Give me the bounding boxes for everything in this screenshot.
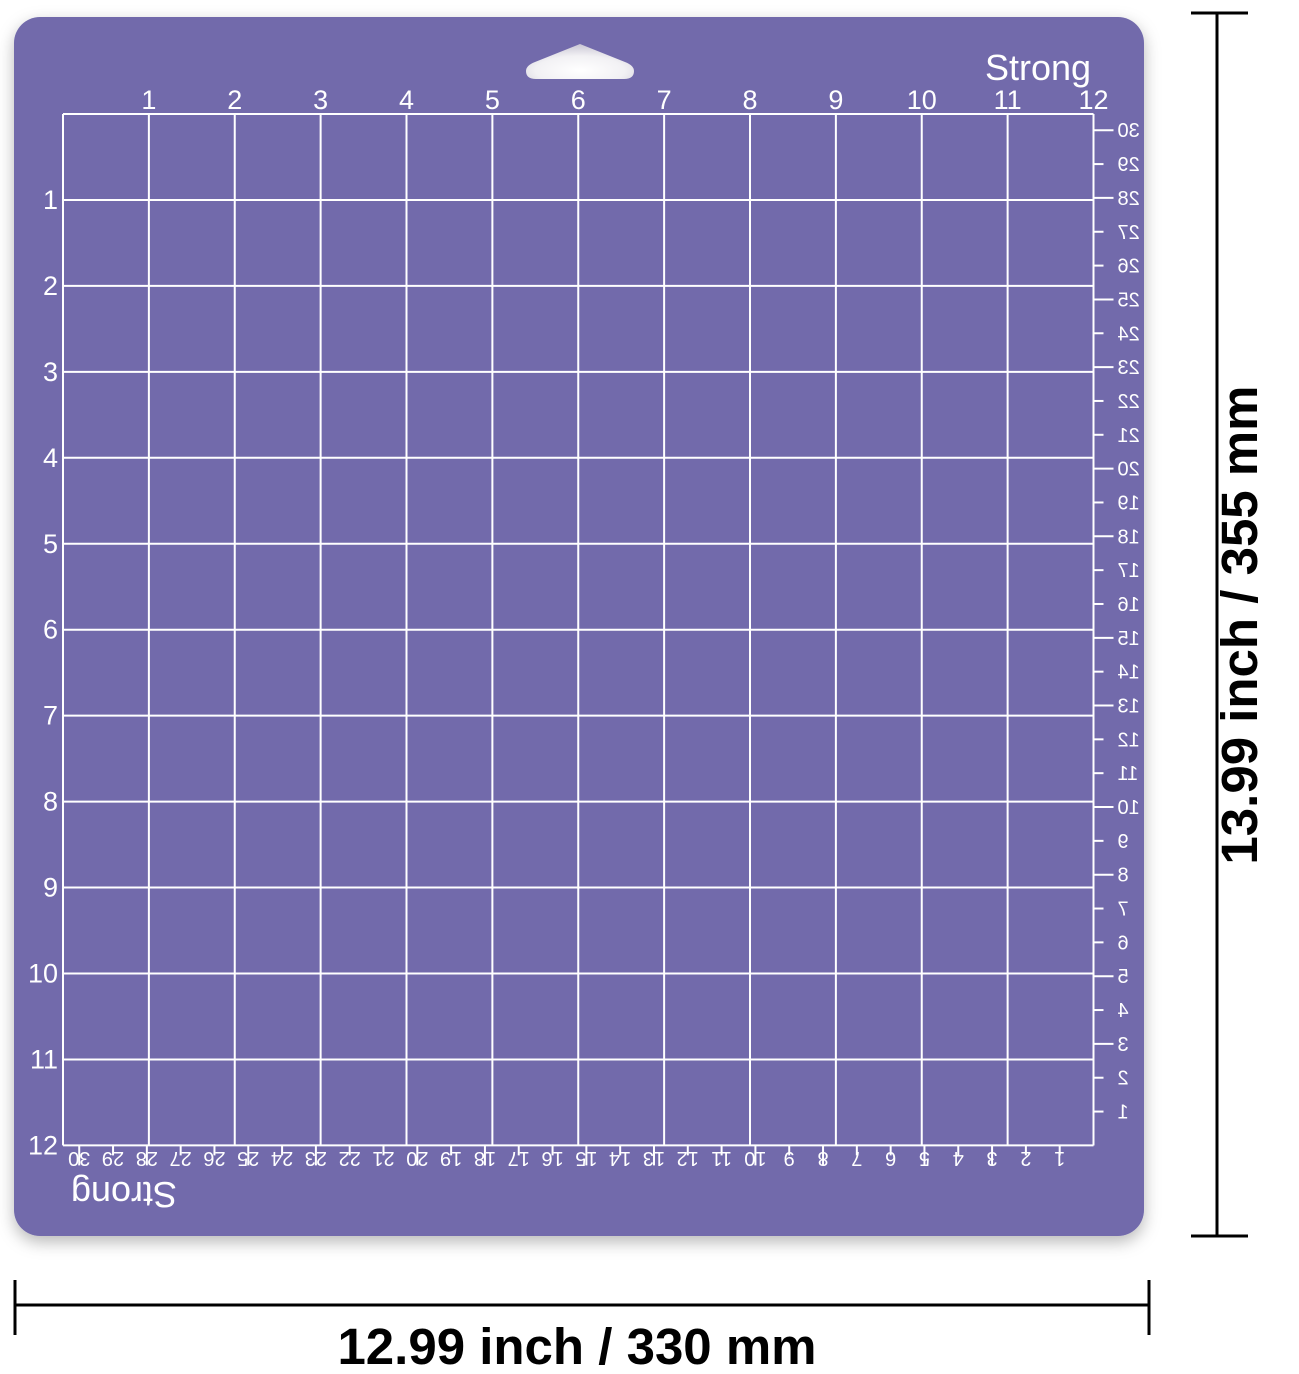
svg-text:11: 11: [1118, 763, 1139, 785]
svg-text:26: 26: [1118, 256, 1140, 278]
svg-text:11: 11: [994, 85, 1022, 115]
svg-text:8: 8: [43, 787, 58, 817]
svg-text:1: 1: [43, 185, 58, 215]
svg-text:9: 9: [828, 85, 843, 115]
svg-text:12: 12: [677, 1147, 699, 1169]
svg-text:1: 1: [1054, 1147, 1065, 1169]
svg-text:Strong: Strong: [71, 1174, 177, 1215]
svg-text:3: 3: [313, 85, 328, 115]
svg-text:6: 6: [885, 1147, 896, 1169]
svg-text:17: 17: [1118, 560, 1140, 582]
svg-text:7: 7: [1118, 899, 1129, 921]
svg-text:15: 15: [575, 1147, 597, 1169]
svg-text:5: 5: [485, 85, 500, 115]
svg-text:13: 13: [643, 1147, 665, 1169]
svg-text:7: 7: [657, 85, 672, 115]
svg-text:15: 15: [1118, 628, 1140, 650]
svg-text:16: 16: [541, 1147, 563, 1169]
svg-text:12: 12: [28, 1130, 58, 1160]
svg-text:5: 5: [919, 1147, 930, 1169]
svg-text:22: 22: [1118, 391, 1140, 413]
svg-text:23: 23: [1118, 357, 1140, 379]
svg-text:4: 4: [953, 1147, 964, 1169]
svg-text:22: 22: [339, 1147, 361, 1169]
svg-text:13.99 inch / 355 mm: 13.99 inch / 355 mm: [1211, 385, 1268, 864]
svg-text:6: 6: [571, 85, 586, 115]
svg-text:23: 23: [305, 1147, 327, 1169]
svg-text:3: 3: [43, 357, 58, 387]
svg-text:6: 6: [43, 615, 58, 645]
svg-text:18: 18: [1118, 526, 1140, 548]
svg-text:21: 21: [372, 1147, 394, 1169]
svg-text:3: 3: [987, 1147, 998, 1169]
svg-text:16: 16: [1118, 594, 1140, 616]
svg-text:13: 13: [1118, 696, 1140, 718]
svg-text:4: 4: [1118, 1000, 1129, 1022]
svg-text:11: 11: [711, 1147, 732, 1169]
svg-text:21: 21: [1118, 425, 1140, 447]
svg-text:19: 19: [440, 1147, 462, 1169]
svg-text:24: 24: [1118, 323, 1140, 345]
svg-text:9: 9: [1118, 831, 1129, 853]
svg-text:26: 26: [203, 1147, 225, 1169]
svg-text:30: 30: [1118, 120, 1140, 142]
svg-text:2: 2: [1118, 1068, 1129, 1090]
svg-text:11: 11: [30, 1044, 58, 1074]
svg-text:27: 27: [170, 1147, 192, 1169]
svg-text:27: 27: [1118, 222, 1140, 244]
svg-text:1: 1: [141, 85, 156, 115]
svg-text:14: 14: [1118, 662, 1140, 684]
svg-text:28: 28: [136, 1147, 158, 1169]
svg-text:2: 2: [1020, 1147, 1031, 1169]
svg-text:12: 12: [1078, 85, 1108, 115]
svg-text:5: 5: [43, 529, 58, 559]
svg-text:9: 9: [43, 873, 58, 903]
svg-text:4: 4: [399, 85, 414, 115]
svg-text:9: 9: [784, 1147, 795, 1169]
svg-text:25: 25: [237, 1147, 259, 1169]
svg-text:24: 24: [271, 1147, 293, 1169]
svg-text:20: 20: [1118, 459, 1140, 481]
svg-text:4: 4: [43, 443, 58, 473]
svg-text:17: 17: [508, 1147, 530, 1169]
svg-text:3: 3: [1118, 1034, 1129, 1056]
svg-text:12.99 inch / 330 mm: 12.99 inch / 330 mm: [337, 1318, 816, 1374]
svg-text:29: 29: [102, 1147, 124, 1169]
svg-text:8: 8: [742, 85, 757, 115]
svg-text:6: 6: [1118, 932, 1129, 954]
svg-text:2: 2: [227, 85, 242, 115]
svg-text:5: 5: [1118, 966, 1129, 988]
svg-text:29: 29: [1118, 154, 1140, 176]
svg-text:2: 2: [43, 271, 58, 301]
svg-text:1: 1: [1118, 1102, 1129, 1124]
svg-text:8: 8: [1118, 865, 1129, 887]
svg-text:Strong: Strong: [985, 47, 1091, 88]
svg-text:10: 10: [744, 1147, 766, 1169]
svg-text:20: 20: [406, 1147, 428, 1169]
svg-text:7: 7: [43, 701, 58, 731]
svg-text:8: 8: [817, 1147, 828, 1169]
svg-text:12: 12: [1118, 729, 1140, 751]
svg-text:25: 25: [1118, 289, 1140, 311]
svg-text:10: 10: [28, 959, 58, 989]
svg-text:10: 10: [1118, 797, 1140, 819]
svg-text:18: 18: [474, 1147, 496, 1169]
svg-text:7: 7: [851, 1147, 862, 1169]
svg-text:19: 19: [1118, 492, 1140, 514]
svg-text:30: 30: [68, 1147, 90, 1169]
svg-text:28: 28: [1118, 188, 1140, 210]
svg-text:14: 14: [609, 1147, 631, 1169]
svg-text:10: 10: [907, 85, 937, 115]
